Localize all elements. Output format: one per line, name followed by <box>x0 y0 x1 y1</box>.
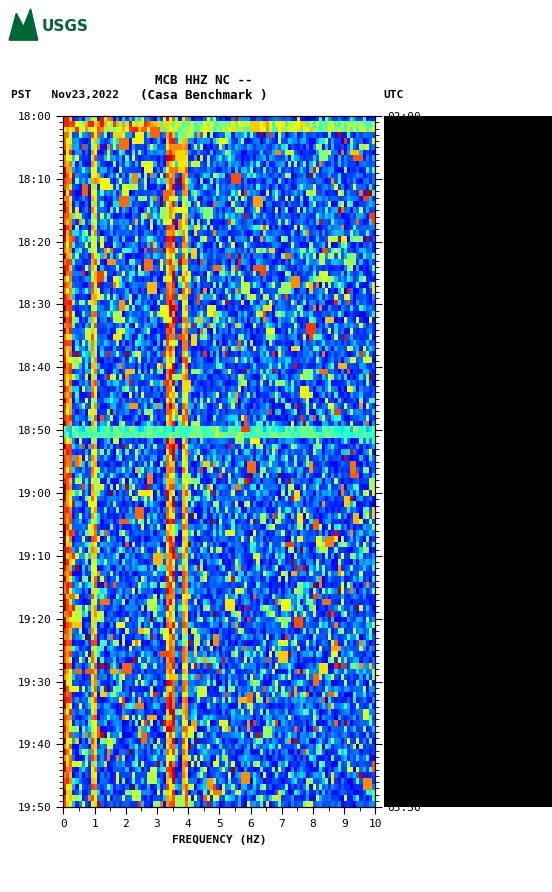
Text: UTC: UTC <box>384 90 404 101</box>
X-axis label: FREQUENCY (HZ): FREQUENCY (HZ) <box>172 835 267 845</box>
Text: (Casa Benchmark ): (Casa Benchmark ) <box>140 89 268 102</box>
Text: USGS: USGS <box>41 20 88 34</box>
Text: PST   Nov23,2022: PST Nov23,2022 <box>11 90 119 101</box>
Text: MCB HHZ NC --: MCB HHZ NC -- <box>155 74 253 87</box>
Polygon shape <box>9 9 38 40</box>
